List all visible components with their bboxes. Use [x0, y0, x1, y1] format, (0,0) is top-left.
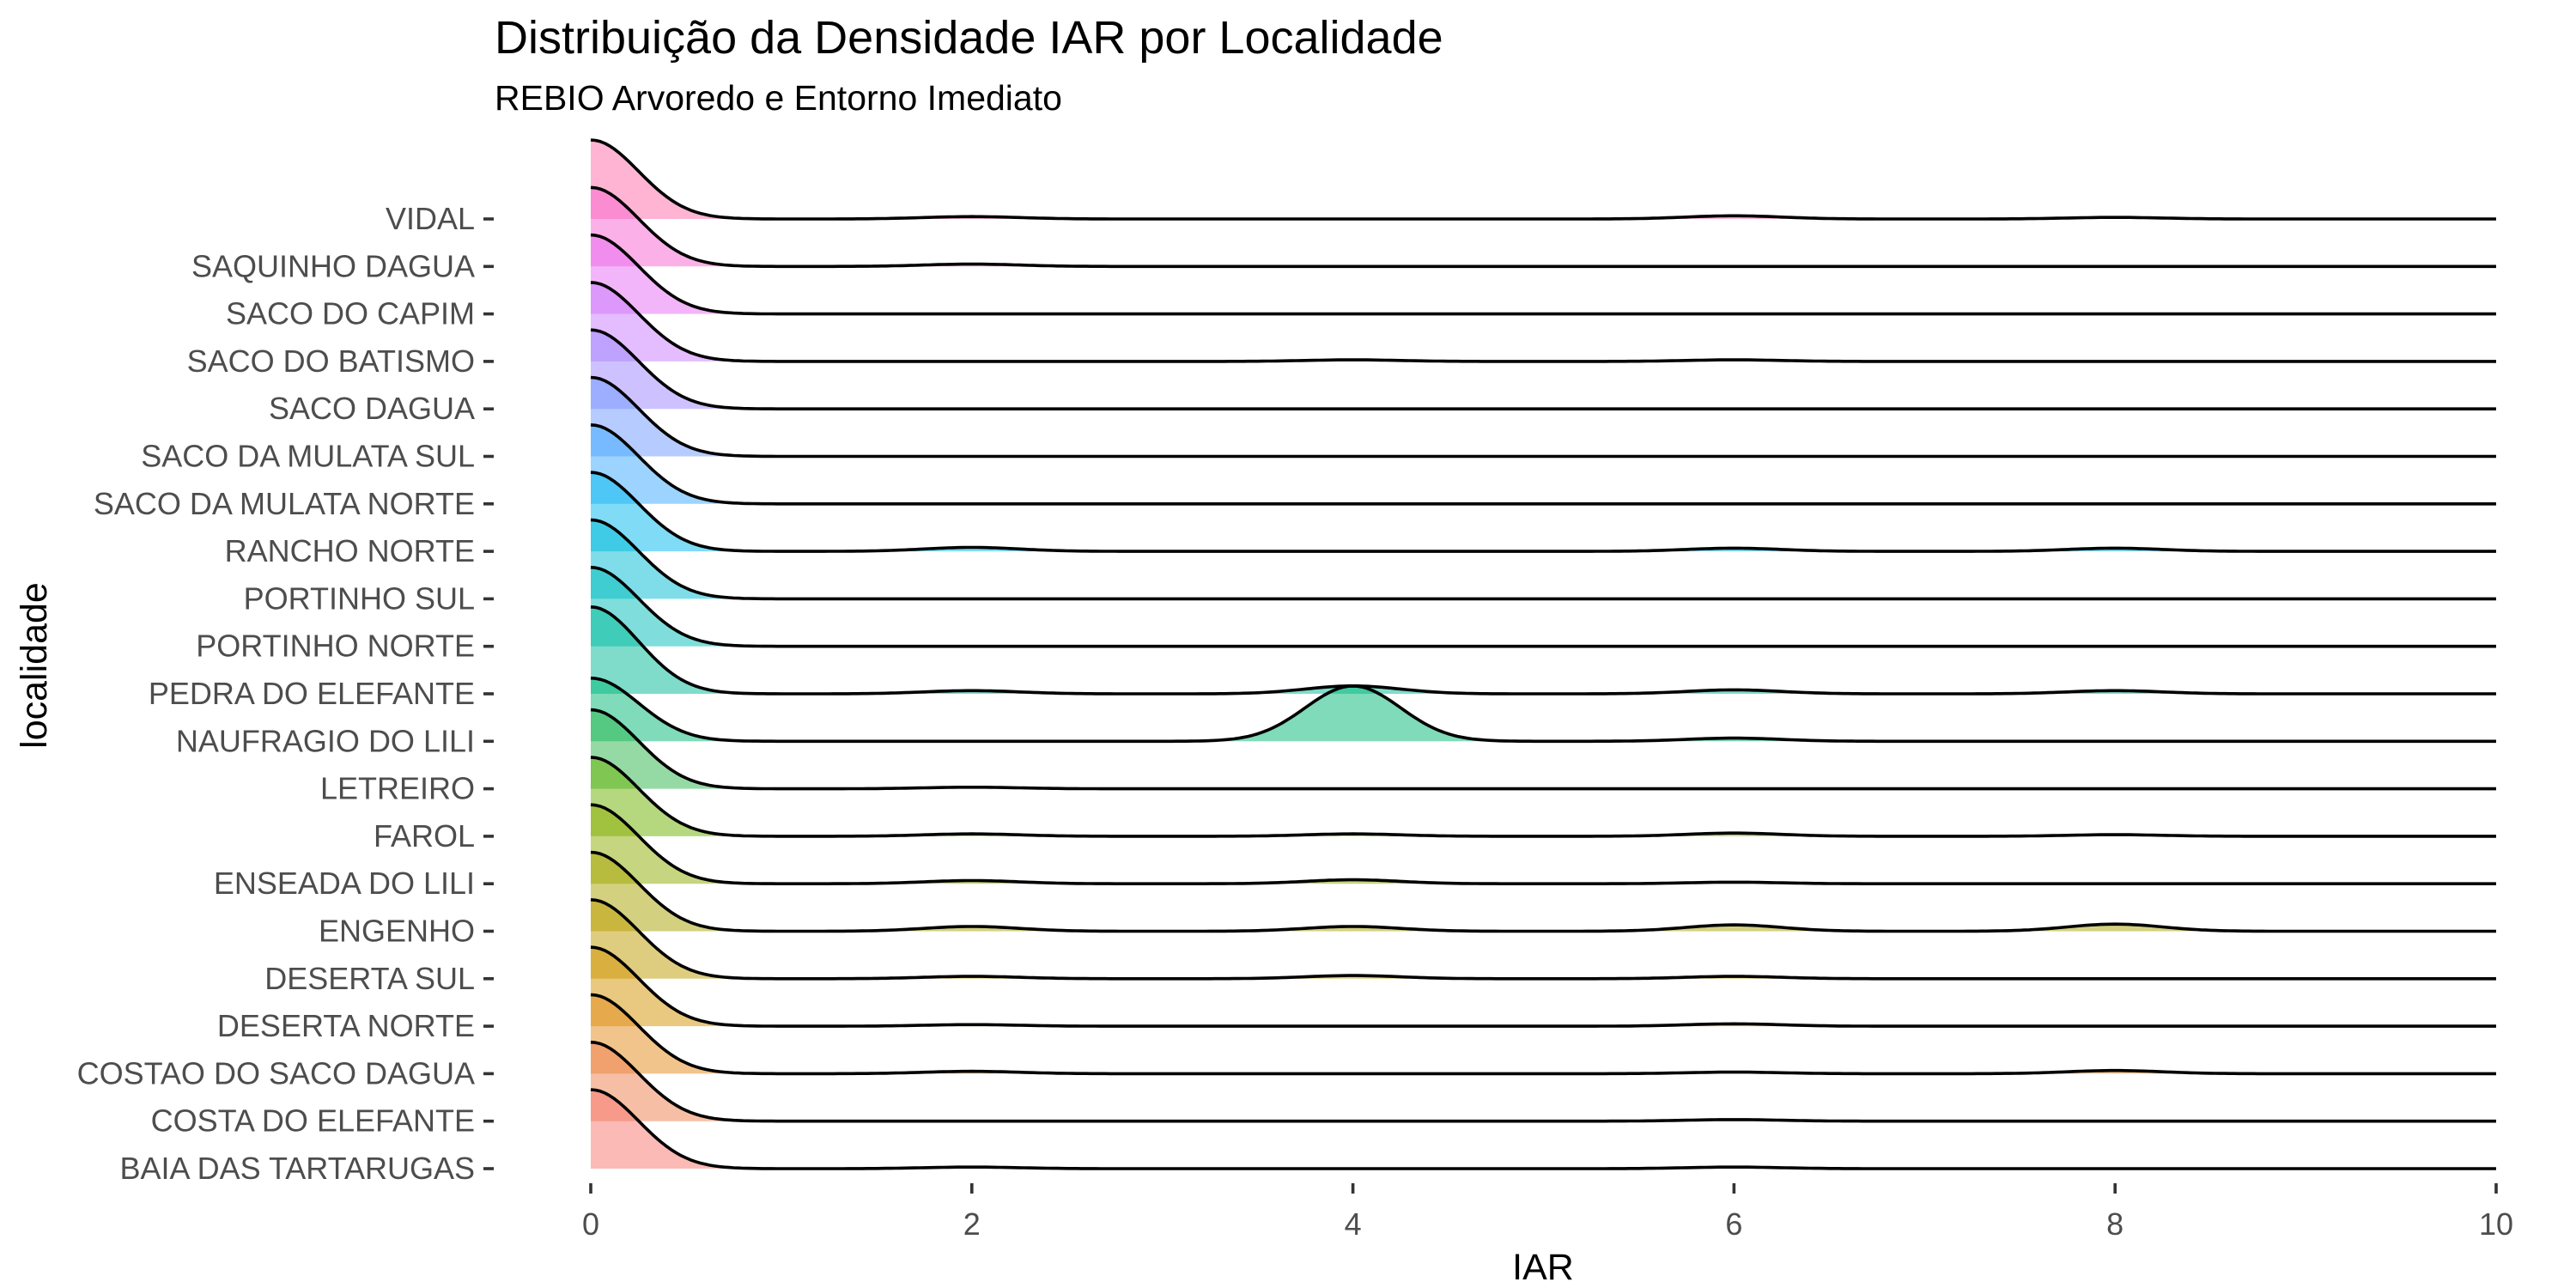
ridge-area: [591, 606, 2496, 694]
x-tick-label: 4: [1345, 1206, 1362, 1242]
ridge-line: [590, 233, 2496, 316]
ridge-line: [590, 708, 2496, 791]
y-axis-title: localidade: [14, 582, 55, 749]
ridge-line: [590, 850, 2496, 933]
ridge-line: [590, 676, 2496, 744]
ridge-line: [590, 565, 2496, 648]
ridge-saco-dagua: [590, 328, 2496, 410]
ridge-engenho: [590, 850, 2496, 933]
x-tick-label: 2: [963, 1206, 981, 1242]
ridge-enseada-do-lili: [590, 803, 2496, 885]
y-tick-label: COSTAO DO SACO DAGUA: [77, 1055, 475, 1091]
x-tick-label: 8: [2106, 1206, 2123, 1242]
ridge-area: [591, 852, 2496, 932]
ridge-vidal: [590, 138, 2496, 221]
ridge-area: [591, 1042, 2496, 1121]
ridge-area: [591, 187, 2496, 267]
ridge-costa-do-elefante: [590, 1040, 2496, 1123]
ridge-costao-do-saco-dagua: [590, 993, 2496, 1076]
ridge-area: [591, 567, 2496, 647]
ridge-line: [590, 945, 2496, 1028]
y-tick-label: LETREIRO: [320, 771, 475, 806]
chart-subtitle: REBIO Arvoredo e Entorno Imediato: [495, 78, 1062, 118]
ridge-line: [590, 423, 2496, 506]
y-tick-label: COSTA DO ELEFANTE: [151, 1103, 475, 1139]
ridges-layer: [590, 138, 2496, 1170]
ridge-naufragio-do-lili: [590, 676, 2496, 744]
ridge-saco-do-capim: [590, 233, 2496, 316]
ridge-line: [590, 1088, 2496, 1170]
ridge-rancho-norte: [590, 471, 2496, 553]
ridge-pedra-do-elefante: [590, 605, 2496, 696]
ridge-portinho-sul: [590, 518, 2496, 601]
ridge-line: [590, 898, 2496, 981]
ridge-baia-das-tartarugas: [590, 1088, 2496, 1170]
y-tick-label: PEDRA DO ELEFANTE: [149, 676, 475, 711]
ridge-saco-do-batismo: [590, 281, 2496, 363]
ridge-line: [590, 803, 2496, 885]
y-tick-label: VIDAL: [386, 201, 475, 236]
y-tick-label: SAQUINHO DAGUA: [191, 248, 475, 283]
ridge-line: [590, 518, 2496, 601]
y-tick-label: DESERTA SUL: [264, 961, 475, 996]
y-tick-label: SACO DA MULATA NORTE: [94, 486, 475, 521]
x-tick-label: 0: [582, 1206, 599, 1242]
y-tick-label: NAUFRAGIO DO LILI: [176, 723, 475, 758]
ridge-area: [591, 234, 2496, 314]
ridge-area: [591, 519, 2496, 599]
ridge-line: [590, 993, 2496, 1076]
ridge-area: [591, 805, 2496, 884]
ridge-area: [591, 709, 2496, 789]
ridge-area: [591, 140, 2496, 219]
ridge-area: [591, 377, 2496, 457]
y-tick-label: SACO DAGUA: [269, 391, 475, 426]
ridge-area: [591, 756, 2496, 836]
y-tick-label: SACO DA MULATA SUL: [141, 439, 475, 474]
x-axis: 0 2 4 6 8 10: [582, 1183, 2513, 1242]
ridge-area: [591, 1090, 2496, 1169]
chart-title: Distribuição da Densidade IAR por Locali…: [495, 12, 1443, 64]
y-tick-label: BAIA DAS TARTARUGAS: [120, 1151, 475, 1186]
ridge-saco-da-mulata-sul: [590, 375, 2496, 459]
ridge-saquinho-dagua: [590, 185, 2496, 269]
ridge-line: [590, 1040, 2496, 1123]
x-tick-label: 10: [2479, 1206, 2513, 1242]
ridge-area: [591, 677, 2496, 742]
y-tick-label: DESERTA NORTE: [217, 1008, 475, 1043]
ridge-area: [591, 994, 2496, 1074]
y-axis: VIDAL SAQUINHO DAGUA SACO DO CAPIM SACO DO …: [77, 201, 494, 1186]
y-tick-label: FAROL: [374, 818, 475, 854]
ridge-portinho-norte: [590, 565, 2496, 648]
y-tick-label: RANCHO NORTE: [225, 533, 475, 568]
ridge-area: [591, 330, 2496, 410]
ridge-saco-da-mulata-norte: [590, 423, 2496, 506]
ridge-area: [591, 472, 2496, 552]
ridge-line: [590, 756, 2496, 838]
ridge-line: [590, 471, 2496, 553]
ridge-area: [591, 899, 2496, 979]
y-tick-label: PORTINHO NORTE: [196, 629, 475, 664]
ridge-deserta-norte: [590, 945, 2496, 1028]
ridge-area: [591, 424, 2496, 504]
y-tick-label: SACO DO BATISMO: [187, 343, 475, 379]
y-tick-label: ENSEADA DO LILI: [214, 866, 475, 901]
ridge-line: [590, 375, 2496, 459]
ridge-line: [590, 281, 2496, 363]
ridge-area: [591, 947, 2496, 1027]
ridge-deserta-sul: [590, 898, 2496, 981]
ridge-farol: [590, 756, 2496, 838]
x-tick-label: 6: [1725, 1206, 1742, 1242]
ridge-area: [591, 282, 2496, 361]
y-tick-label: SACO DO CAPIM: [226, 296, 475, 331]
ridge-line: [590, 605, 2496, 696]
ridge-line: [590, 138, 2496, 221]
y-tick-label: PORTINHO SUL: [244, 580, 475, 616]
y-tick-label: ENGENHO: [319, 914, 475, 949]
x-axis-title: IAR: [1512, 1247, 1574, 1288]
ridge-letreiro: [590, 708, 2496, 791]
ridge-line: [590, 185, 2496, 269]
ridge-line: [590, 328, 2496, 410]
